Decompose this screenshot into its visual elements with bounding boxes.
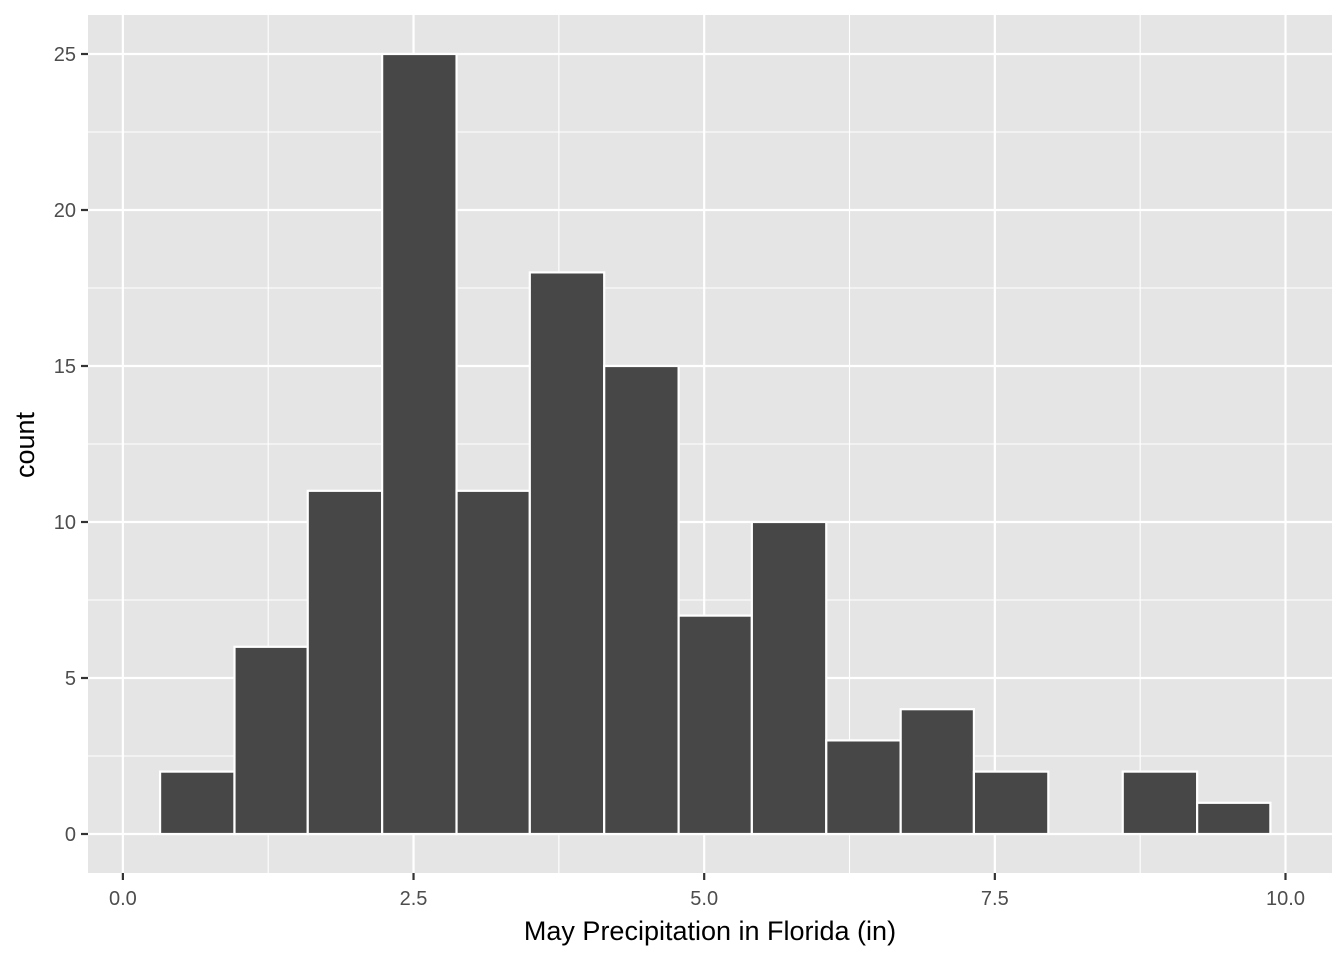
x-axis-title: May Precipitation in Florida (in) [524,916,896,946]
histogram-bar-7 [603,364,680,836]
y-tick-label: 5 [65,668,76,690]
histogram-bar-9 [750,520,828,836]
histogram-bar-6 [528,271,606,836]
x-tick-label: 7.5 [981,888,1009,910]
y-tick-label: 15 [54,356,76,378]
histogram-bar-14 [1121,770,1199,836]
x-axis: 0.0 2.5 5.0 7.5 10.0 [109,873,1305,910]
histogram-bar-12 [972,770,1050,836]
histogram-bar-2 [233,645,309,836]
x-tick-label: 0.0 [109,888,137,910]
x-tick-label: 2.5 [400,888,428,910]
x-tick-label: 10.0 [1266,888,1305,910]
y-axis-title: count [10,411,40,478]
histogram-bar-10 [825,739,902,836]
histogram-bar-4 [381,52,458,836]
histogram-bar-5 [455,489,531,836]
y-axis: 0 5 10 15 20 25 [54,44,88,846]
y-tick-label: 0 [65,824,76,846]
histogram-bar-1 [158,770,236,836]
x-tick-label: 5.0 [690,888,718,910]
histogram-bar-8 [677,614,753,836]
histogram-bar-11 [899,708,976,836]
histogram-bar-3 [306,489,384,836]
histogram-bars [158,52,1272,836]
y-tick-label: 20 [54,200,76,222]
histogram-bar-15 [1196,801,1272,836]
y-tick-label: 25 [54,44,76,66]
y-tick-label: 10 [54,512,76,534]
